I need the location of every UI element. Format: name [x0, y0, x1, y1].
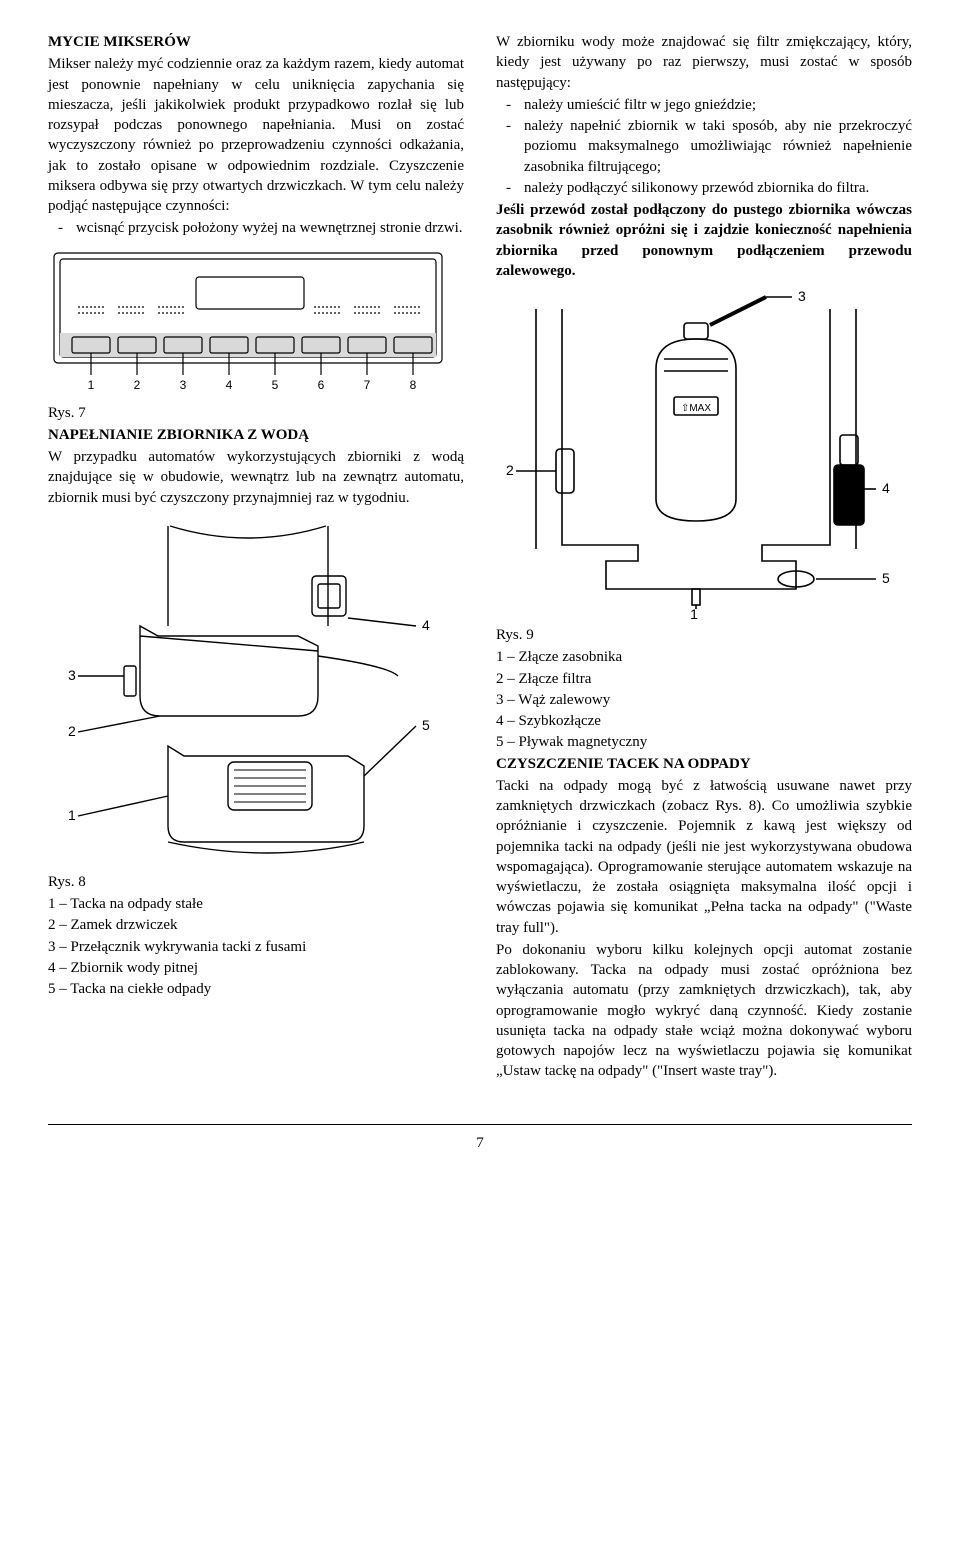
fig8-legend-4: 4 – Zbiornik wody pitnej	[48, 958, 464, 978]
mycie-mikserow-title: MYCIE MIKSERÓW	[48, 32, 464, 52]
filtr-b1: należy umieścić filtr w jego gnieździe;	[524, 95, 912, 115]
napelnianie-zbiornika-title: NAPEŁNIANIE ZBIORNIKA Z WODĄ	[48, 425, 464, 445]
czyszczenie-tacek-title: CZYSZCZENIE TACEK NA ODPADY	[496, 754, 912, 774]
svg-text:5: 5	[272, 378, 279, 392]
mycie-mikserow-body: Mikser należy myć codziennie oraz za każ…	[48, 54, 464, 216]
svg-text:1: 1	[690, 606, 698, 619]
svg-text:3: 3	[798, 289, 806, 304]
fig8-legend-2: 2 – Zamek drzwiczek	[48, 915, 464, 935]
filtr-b3: należy podłączyć silikonowy przewód zbio…	[524, 178, 912, 198]
svg-text:2: 2	[134, 378, 141, 392]
figure-7: 1 2 3 4 5 6 7 8	[48, 247, 448, 397]
filtr-warning: Jeśli przewód został podłączony do puste…	[496, 200, 912, 281]
napelnianie-zbiornika-body: W przypadku automatów wykorzystujących z…	[48, 447, 464, 508]
czyszczenie-tacek-body1: Tacki na odpady mogą być z łatwością usu…	[496, 776, 912, 938]
svg-text:5: 5	[882, 570, 890, 586]
fig8-caption: Rys. 8	[48, 872, 464, 892]
fig8-legend-5: 5 – Tacka na ciekłe odpady	[48, 979, 464, 999]
czyszczenie-tacek-body2: Po dokonaniu wyboru kilku kolejnych opcj…	[496, 940, 912, 1082]
svg-text:3: 3	[180, 378, 187, 392]
svg-text:4: 4	[422, 617, 430, 633]
svg-text:4: 4	[226, 378, 233, 392]
svg-text:8: 8	[410, 378, 417, 392]
svg-text:7: 7	[364, 378, 371, 392]
page-number: 7	[48, 1124, 912, 1153]
mycie-bullet-1: wcisnąć przycisk położony wyżej na wewnę…	[76, 218, 464, 238]
svg-text:⇧MAX: ⇧MAX	[681, 403, 711, 414]
fig8-legend-3: 3 – Przełącznik wykrywania tacki z fusam…	[48, 937, 464, 957]
filtr-b2: należy napełnić zbiornik w taki sposób, …	[524, 116, 912, 177]
svg-text:4: 4	[882, 480, 890, 496]
svg-text:2: 2	[506, 462, 514, 478]
fig7-caption: Rys. 7	[48, 403, 464, 423]
svg-text:2: 2	[68, 723, 76, 739]
fig9-legend: 1 – Złącze zasobnika 2 – Złącze filtra 3…	[496, 647, 912, 752]
figure-8: 1 2 3 4 5	[48, 516, 448, 866]
fig9-caption: Rys. 9	[496, 625, 912, 645]
svg-text:1: 1	[88, 378, 95, 392]
fig8-legend-1: 1 – Tacka na odpady stałe	[48, 894, 464, 914]
fig9-legend-4: 4 – Szybkozłącze	[496, 711, 912, 731]
fig8-legend: 1 – Tacka na odpady stałe 2 – Zamek drzw…	[48, 894, 464, 999]
fig9-legend-1: 1 – Złącze zasobnika	[496, 647, 912, 667]
fig9-legend-2: 2 – Złącze filtra	[496, 669, 912, 689]
fig9-legend-3: 3 – Wąż zalewowy	[496, 690, 912, 710]
filtr-body: W zbiorniku wody może znajdować się filt…	[496, 32, 912, 93]
svg-text:5: 5	[422, 717, 430, 733]
fig9-legend-5: 5 – Pływak magnetyczny	[496, 732, 912, 752]
figure-9: ⇧MAX 1 2	[496, 289, 896, 619]
svg-text:6: 6	[318, 378, 325, 392]
svg-text:1: 1	[68, 807, 76, 823]
svg-text:3: 3	[68, 667, 76, 683]
